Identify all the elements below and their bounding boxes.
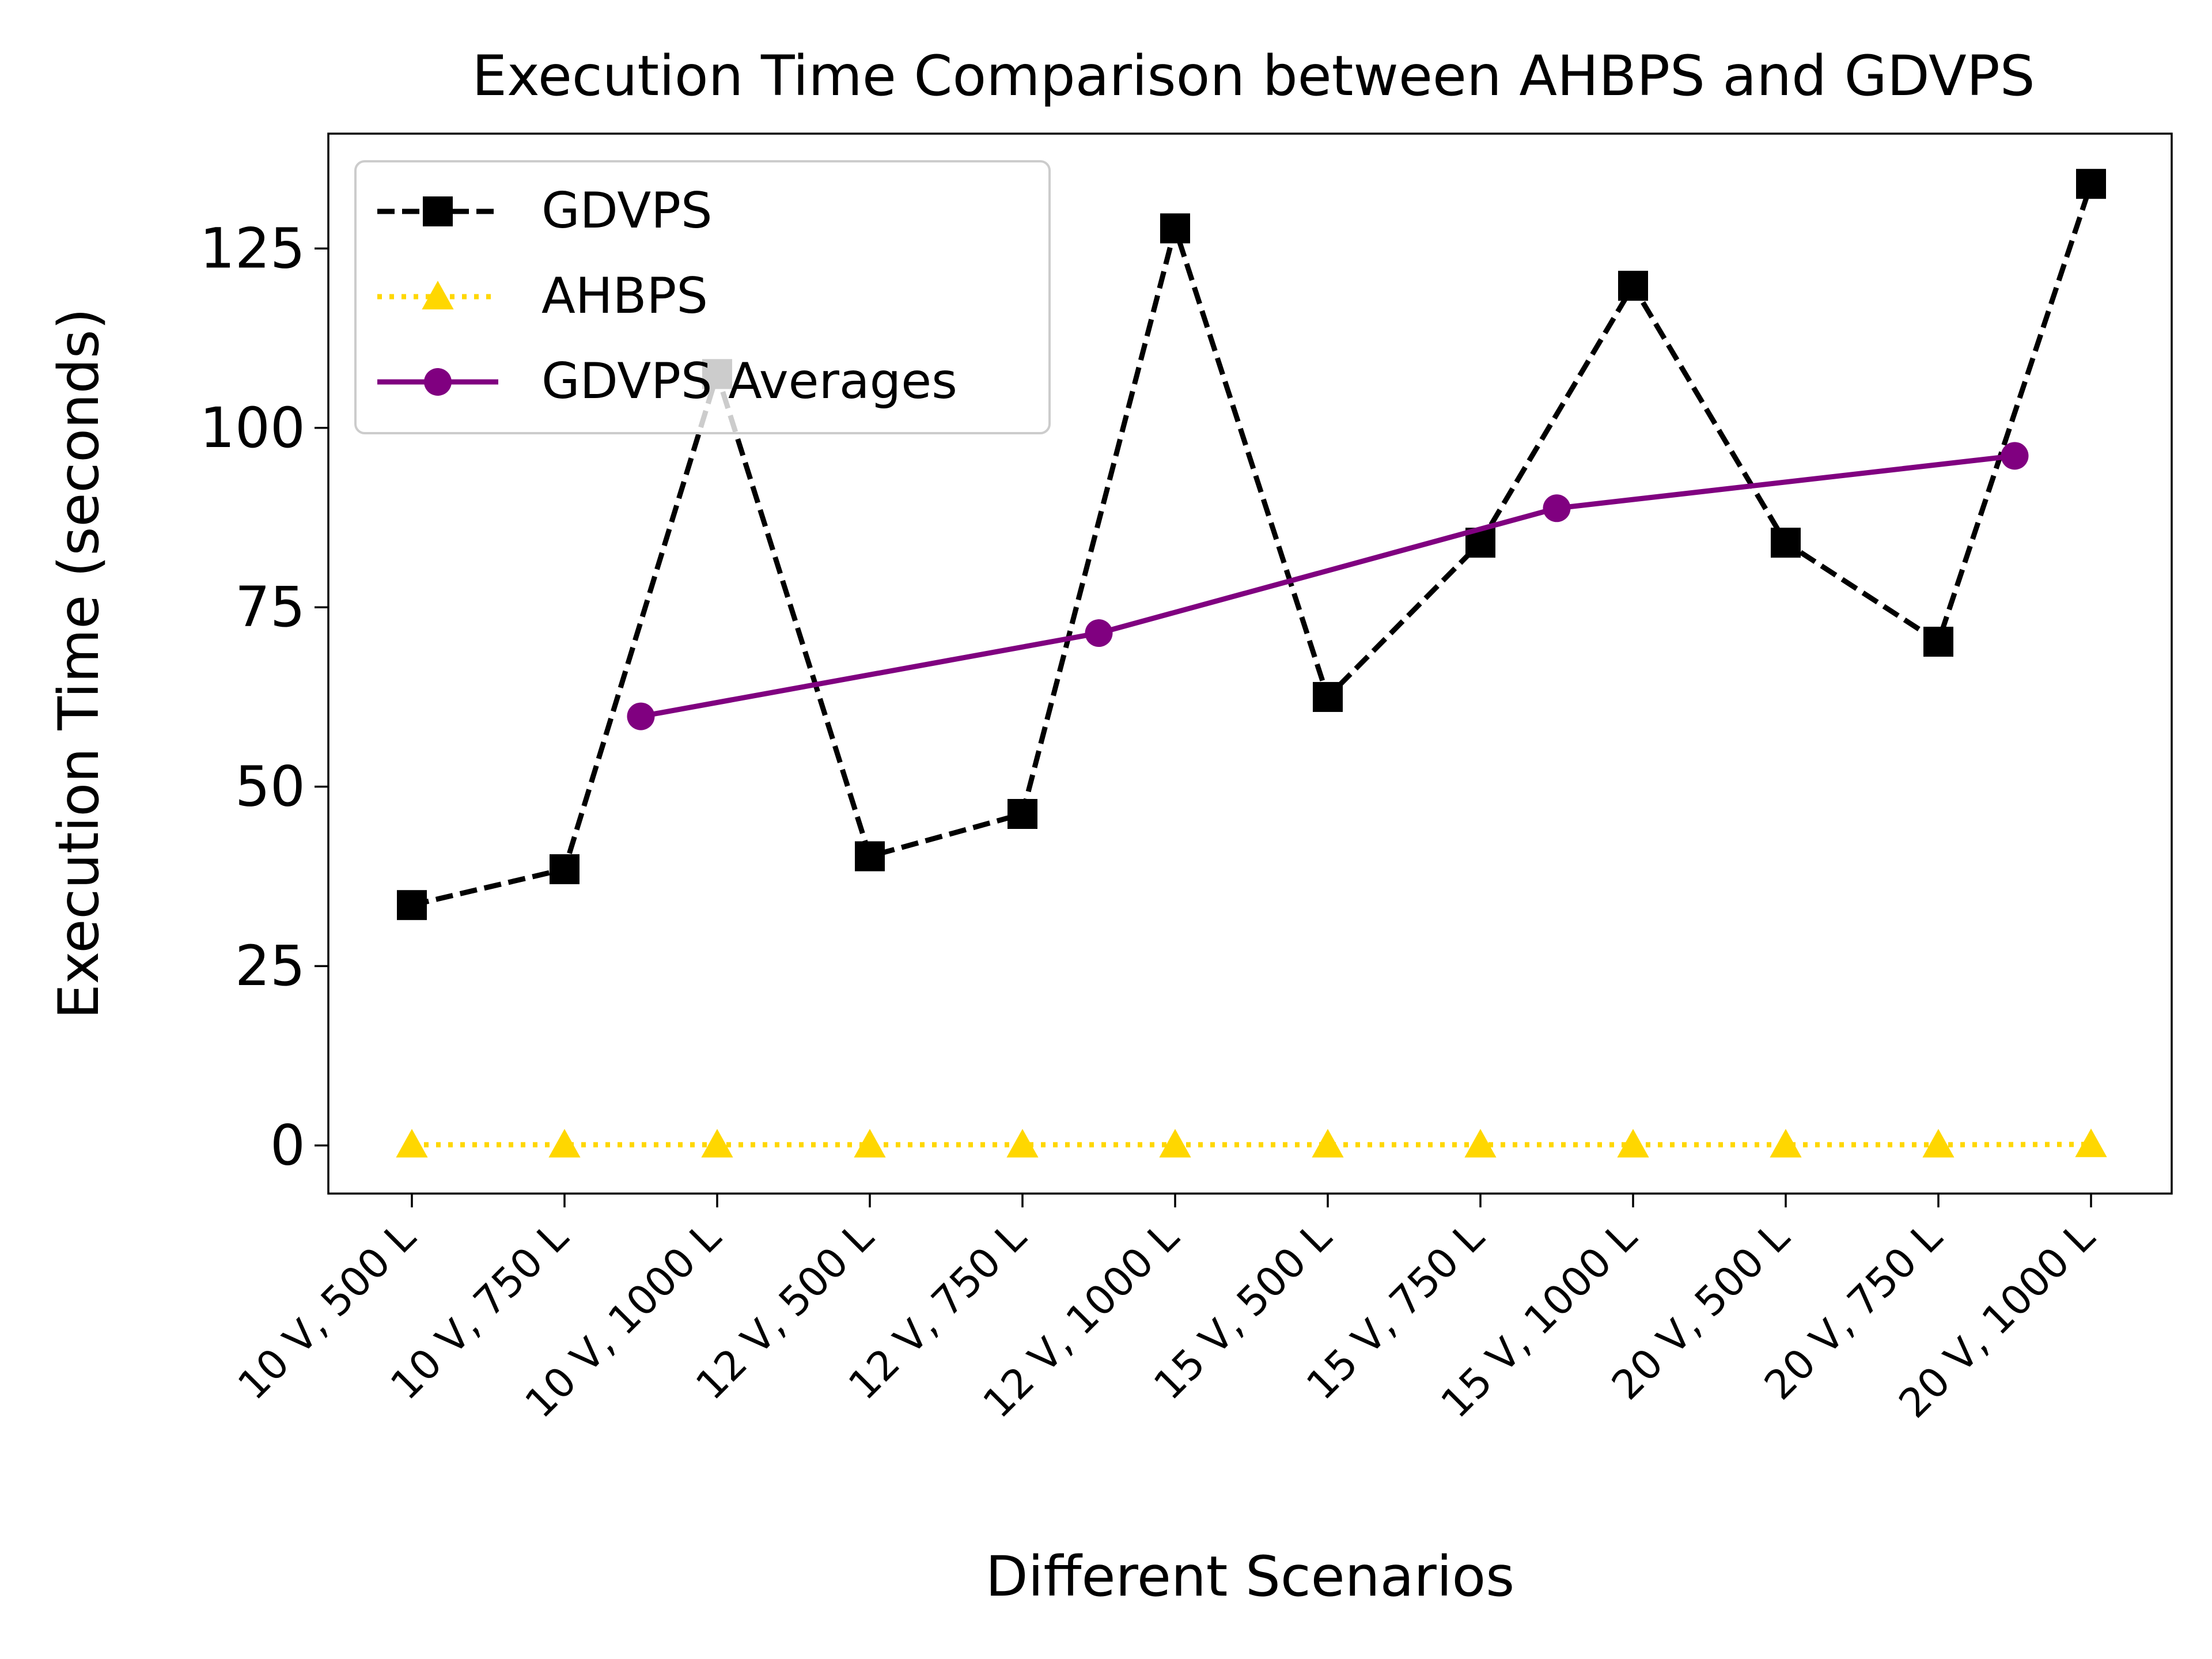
- legend-label-gdvps: GDVPS: [541, 182, 713, 240]
- point-ahbps-11: [2075, 1128, 2107, 1157]
- point-gdvps-1: [550, 854, 579, 884]
- y-tick-label-100: 100: [200, 396, 305, 460]
- x-axis: 10 V, 500 L10 V, 750 L10 V, 1000 L12 V, …: [229, 1194, 2104, 1427]
- point-gdvps-11: [2076, 169, 2106, 199]
- point-ahbps-2: [701, 1128, 733, 1158]
- legend-marker-gdvps-averages: [424, 368, 452, 396]
- legend-marker-ahbps: [422, 281, 454, 310]
- series-line-gdvps-averages: [640, 453, 2016, 719]
- series-gdvps: [397, 169, 2106, 921]
- point-ahbps-1: [548, 1128, 581, 1158]
- y-tick-label-75: 75: [235, 575, 305, 639]
- point-gdvps-8: [1618, 271, 1648, 301]
- point-ahbps-9: [1770, 1128, 1802, 1158]
- plot-marks: [396, 169, 2107, 1158]
- y-axis-label: Execution Time (seconds): [47, 308, 111, 1019]
- y-axis: 0 25 50 75 100 125: [200, 216, 328, 1178]
- point-ahbps-10: [1922, 1128, 1955, 1158]
- point-gdvps-0: [397, 890, 427, 921]
- point-gdvps-averages-2: [1543, 494, 1571, 522]
- chart-title: Execution Time Comparison between AHBPS …: [472, 44, 2035, 108]
- point-ahbps-8: [1617, 1128, 1649, 1158]
- y-tick-label-125: 125: [200, 216, 305, 281]
- legend-label-ahbps: AHBPS: [541, 267, 708, 325]
- y-tick-label-50: 50: [235, 755, 305, 819]
- point-gdvps-averages-0: [627, 702, 655, 730]
- point-ahbps-7: [1464, 1128, 1497, 1158]
- legend-marker-gdvps: [423, 196, 453, 226]
- legend-label-gdvps-averages: GDVPS Averages: [541, 353, 957, 410]
- point-gdvps-averages-3: [2001, 442, 2029, 470]
- x-axis-label: Different Scenarios: [986, 1544, 1515, 1609]
- point-ahbps-4: [1006, 1128, 1039, 1158]
- y-tick-label-0: 0: [270, 1113, 305, 1178]
- point-ahbps-5: [1159, 1128, 1191, 1158]
- point-gdvps-10: [1923, 627, 1953, 657]
- point-gdvps-9: [1771, 528, 1801, 558]
- point-gdvps-averages-1: [1085, 619, 1113, 647]
- point-gdvps-6: [1313, 681, 1343, 712]
- y-tick-label-25: 25: [235, 934, 305, 998]
- point-ahbps-6: [1312, 1128, 1344, 1158]
- series-ahbps: [396, 1128, 2107, 1158]
- point-ahbps-3: [854, 1128, 886, 1158]
- point-ahbps-0: [396, 1128, 428, 1158]
- plot-frame: [327, 132, 2173, 1195]
- series-line-gdvps: [411, 183, 2094, 908]
- legend-box: [354, 160, 1051, 434]
- point-gdvps-5: [1160, 213, 1190, 244]
- point-gdvps-4: [1007, 798, 1037, 829]
- legend: GDVPS AHBPS GDVPS Averages: [354, 160, 1051, 434]
- series-gdvps-averages: [627, 442, 2029, 730]
- point-gdvps-3: [855, 841, 885, 872]
